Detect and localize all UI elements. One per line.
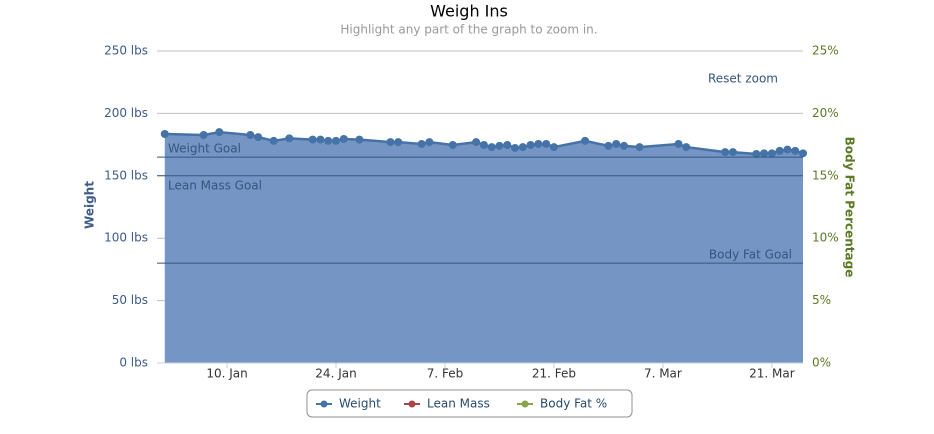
marker (308, 135, 317, 144)
marker (791, 146, 800, 155)
area (164, 132, 803, 363)
legend-label[interactable]: Body Fat % (540, 397, 607, 411)
marker (767, 149, 776, 158)
marker (526, 140, 535, 149)
marker (549, 143, 558, 152)
marker (721, 148, 730, 157)
marker (394, 138, 403, 147)
marker (635, 143, 644, 152)
y2-tick-label: 15% (812, 168, 839, 182)
marker (316, 135, 325, 144)
marker (425, 138, 434, 147)
marker (355, 135, 364, 144)
marker (760, 149, 769, 158)
marker (682, 143, 691, 152)
marker (612, 139, 621, 148)
marker (581, 136, 590, 145)
plot-line-label: Body Fat Goal (709, 248, 792, 262)
marker (542, 139, 551, 148)
marker (386, 138, 395, 147)
marker (448, 140, 457, 149)
marker (269, 136, 278, 145)
marker (619, 141, 628, 150)
marker (799, 149, 807, 158)
y-tick-label: 50 lbs (112, 293, 148, 307)
x-tick-label: 10. Jan (206, 367, 247, 381)
y2-tick-label: 5% (812, 293, 831, 307)
x-tick-label: 7. Mar (644, 367, 682, 381)
legend-box (306, 389, 633, 418)
marker (775, 146, 784, 155)
plot-line-label: Lean Mass Goal (168, 178, 262, 192)
legend-label[interactable]: Lean Mass (427, 397, 490, 411)
marker (503, 140, 512, 149)
chart-title: Weigh Ins (430, 2, 508, 21)
marker (417, 139, 426, 148)
legend-label[interactable]: Weight (339, 397, 381, 411)
marker (472, 138, 481, 147)
y-tick-label: 250 lbs (104, 44, 148, 58)
marker (495, 141, 504, 150)
plot-line-label: Weight Goal (168, 142, 241, 156)
marker (604, 141, 613, 150)
marker (332, 136, 341, 145)
reset-zoom-button[interactable]: Reset zoom (708, 72, 778, 86)
x-tick-label: 24. Jan (315, 367, 356, 381)
marker (728, 148, 737, 157)
y-tick-label: 200 lbs (104, 106, 148, 120)
y2-axis-title: Body Fat Percentage (843, 137, 857, 278)
legend-symbol-marker (320, 400, 328, 408)
marker (511, 143, 520, 152)
y-tick-label: 100 lbs (104, 231, 148, 245)
marker (254, 133, 263, 142)
y2-tick-label: 25% (812, 44, 839, 58)
marker (487, 143, 496, 152)
marker (246, 130, 255, 139)
marker (674, 139, 683, 148)
y-tick-label: 0 lbs (119, 356, 148, 370)
marker (339, 134, 348, 143)
y2-tick-label: 0% (812, 356, 831, 370)
marker (783, 145, 792, 154)
x-tick-label: 21. Mar (749, 367, 795, 381)
legend-symbol-marker (408, 400, 416, 408)
y-tick-label: 150 lbs (104, 168, 148, 182)
marker (752, 149, 761, 158)
marker (479, 140, 488, 149)
marker (285, 134, 294, 143)
y-axis-title: Weight (83, 181, 97, 229)
marker (518, 143, 527, 152)
marker (160, 129, 169, 138)
x-tick-label: 21. Feb (532, 367, 576, 381)
chart-subtitle: Highlight any part of the graph to zoom … (340, 23, 597, 37)
y2-tick-label: 10% (812, 231, 839, 245)
marker (199, 130, 208, 139)
marker (324, 136, 333, 145)
marker (534, 139, 543, 148)
legend-symbol-marker (521, 400, 529, 408)
x-tick-label: 7. Feb (427, 367, 464, 381)
y2-tick-label: 20% (812, 106, 839, 120)
marker (215, 128, 224, 137)
